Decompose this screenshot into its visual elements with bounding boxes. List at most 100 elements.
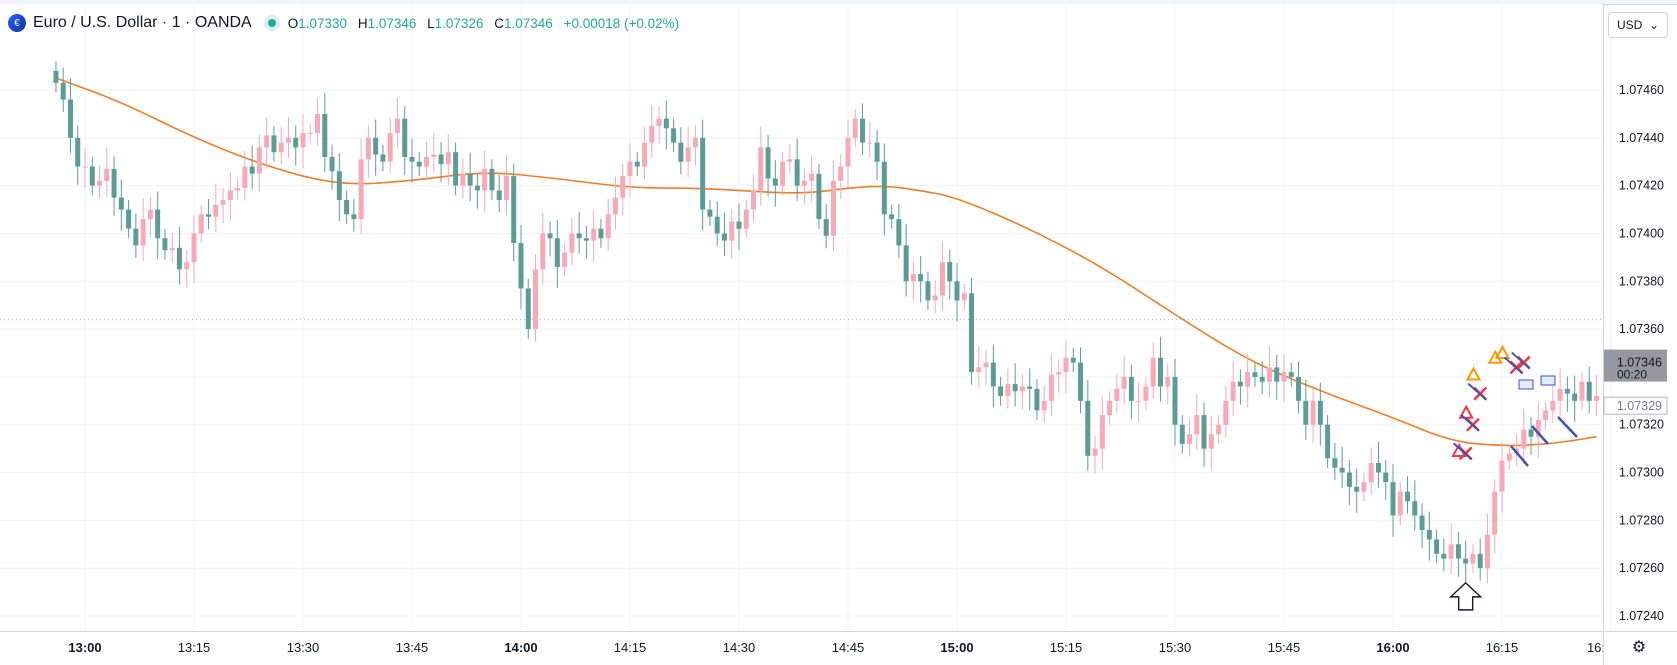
y-tick-label: 1.07380 <box>1619 274 1664 288</box>
candle-body <box>1543 410 1549 420</box>
candle-body <box>285 137 291 143</box>
candle-body <box>482 168 488 191</box>
candle-body <box>1237 381 1243 387</box>
candle-body <box>743 209 749 229</box>
candle-body <box>1216 424 1222 435</box>
candle-body <box>954 281 960 301</box>
candle-body <box>75 137 81 167</box>
candle-body <box>1521 429 1527 449</box>
candle-body <box>627 161 633 177</box>
candle-body <box>453 152 459 186</box>
candle-body <box>431 154 437 157</box>
candle-body <box>1048 374 1054 401</box>
axes: 1.07460 1.07440 1.07420 1.07400 1.07380 1.073… <box>0 4 1677 665</box>
candle-body <box>583 238 589 241</box>
candle-body <box>503 176 509 200</box>
candle-body <box>198 214 204 234</box>
signal-trend-line <box>1511 351 1531 370</box>
candle-body <box>387 133 393 162</box>
signal-trend-line <box>1503 356 1524 375</box>
candle-body <box>1455 544 1461 559</box>
candle-body <box>1143 386 1149 401</box>
candle-body <box>598 228 604 239</box>
candle-body <box>780 161 786 186</box>
candle-body <box>184 262 190 270</box>
candle-body <box>191 233 197 263</box>
candle-body <box>329 156 335 172</box>
candle-body <box>1332 458 1338 468</box>
symbol-legend: € Euro / U.S. Dollar · 1 · OANDA O1.0733… <box>8 10 686 36</box>
candle-body <box>1390 482 1396 516</box>
candle-body <box>612 197 618 215</box>
candle-body <box>1223 400 1229 425</box>
x-tick-label: 14:45 <box>832 640 865 655</box>
candle-body <box>758 147 764 191</box>
candle-body <box>540 233 546 270</box>
signal-triangle-icon <box>1465 366 1482 381</box>
candle-body <box>60 82 66 100</box>
candle-body <box>765 147 771 179</box>
candlestick-series <box>53 61 1599 585</box>
currency-selector[interactable]: USD ⌄ <box>1608 12 1668 38</box>
candle-body <box>118 197 124 210</box>
moving-average-line <box>55 77 1597 447</box>
x-tick-label: 16:15 <box>1486 640 1519 655</box>
low-value: 1.07326 <box>434 15 484 31</box>
candle-body <box>1136 400 1142 402</box>
signal-markers <box>1448 344 1578 611</box>
candle-body <box>867 142 873 144</box>
candle-body <box>1586 381 1592 401</box>
candle-body <box>1012 384 1018 392</box>
candle-body <box>947 262 953 282</box>
candle-body <box>1252 372 1258 377</box>
candle-body <box>256 147 262 174</box>
candle-body <box>1426 529 1432 540</box>
candle-body <box>1303 400 1309 425</box>
candle-body <box>322 113 328 157</box>
candle-body <box>1375 462 1381 473</box>
gear-icon[interactable]: ⚙ <box>1631 639 1647 656</box>
x-tick-label: 15:15 <box>1050 640 1083 655</box>
y-tick-label: 1.07460 <box>1619 83 1664 97</box>
candle-body <box>983 362 989 368</box>
candle-body <box>1027 386 1033 389</box>
candle-body <box>918 274 924 282</box>
previous-close-tag <box>1603 396 1668 415</box>
candle-body <box>700 137 706 210</box>
candle-body <box>278 142 284 153</box>
candle-body <box>1056 372 1062 375</box>
candle-body <box>1506 453 1512 461</box>
signal-box-icon <box>1518 379 1534 390</box>
candle-body <box>1528 429 1534 437</box>
candle-body <box>576 233 582 239</box>
chevron-down-icon: ⌄ <box>1648 18 1659 32</box>
candle-body <box>1317 400 1323 425</box>
candle-body <box>89 166 95 186</box>
signal-trend-line <box>1557 416 1578 438</box>
symbol-title[interactable]: Euro / U.S. Dollar · 1 · OANDA <box>33 14 252 31</box>
candle-body <box>787 159 793 162</box>
y-tick-label: 1.07260 <box>1619 561 1664 575</box>
candle-body <box>816 173 822 220</box>
candle-body <box>692 137 698 148</box>
candle-body <box>1434 539 1440 554</box>
candle-body <box>671 128 677 143</box>
signal-box-icon <box>1540 375 1556 386</box>
high-value: 1.07346 <box>367 15 417 31</box>
signal-trend-line <box>1467 382 1487 401</box>
candle-body <box>678 142 684 162</box>
candle-body <box>1361 482 1367 492</box>
candle-body <box>1288 372 1294 377</box>
candle-body <box>860 118 866 143</box>
candle-body <box>300 133 306 148</box>
candle-body <box>358 159 364 220</box>
x-tick-label: 13:00 <box>68 640 101 655</box>
sma-line <box>55 77 1597 447</box>
candle-body <box>525 288 531 330</box>
signal-triangle-icon <box>1494 344 1511 359</box>
x-tick-label: 15:45 <box>1268 640 1301 655</box>
y-tick-label: 1.07360 <box>1619 322 1664 336</box>
y-tick-label: 1.07440 <box>1619 131 1664 145</box>
candle-body <box>1484 534 1490 569</box>
